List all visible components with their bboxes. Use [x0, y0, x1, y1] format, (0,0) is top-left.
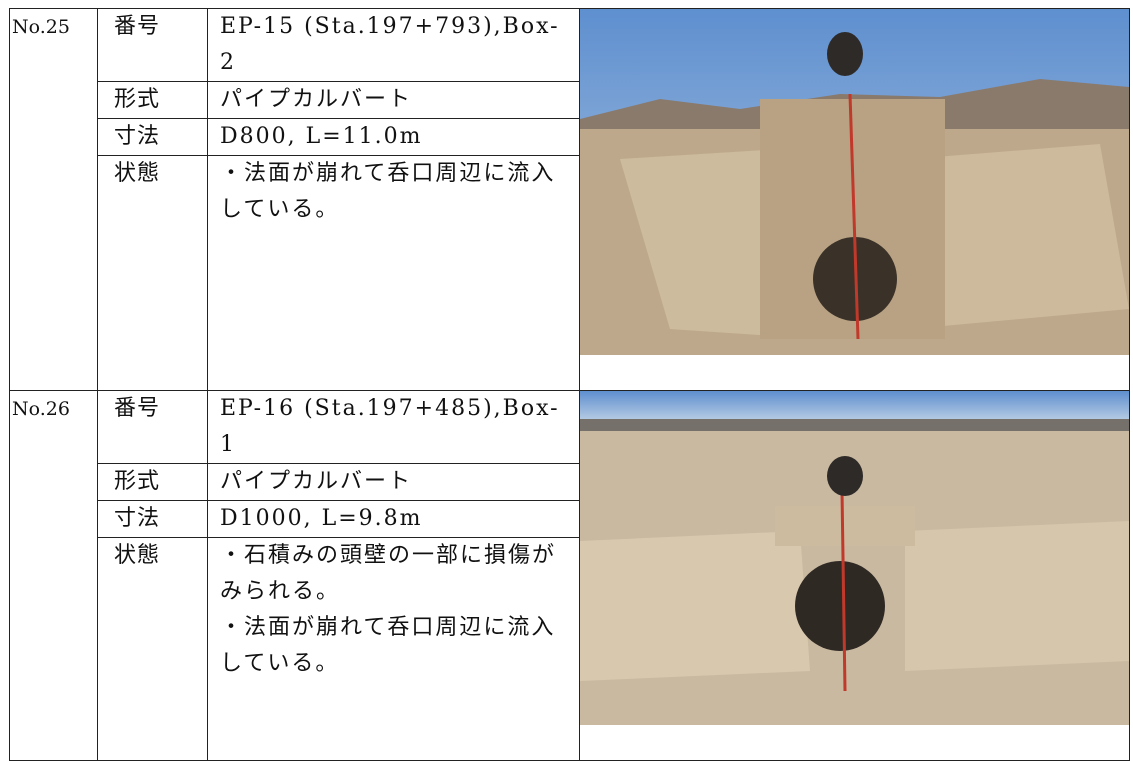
field-value: EP-15 (Sta.197+793),Box-2: [207, 8, 580, 82]
field-label: 番号: [97, 8, 208, 82]
field-label: 形式: [97, 81, 208, 119]
field-label: 形式: [97, 463, 208, 501]
field-value: ・石積みの頭壁の一部に損傷がみられる。 ・法面が崩れて呑口周辺に流入している。: [207, 537, 580, 761]
field-value: EP-16 (Sta.197+485),Box-1: [207, 390, 580, 464]
table-row: 形式 パイプカルバート: [10, 463, 1130, 501]
photo-cell: [579, 8, 1130, 391]
inspection-table: No.25 番号 EP-15 (Sta.197+793),Box-2 形式 パイプカルバ…: [9, 8, 1130, 761]
entry-number: No.26: [9, 390, 98, 761]
table-row: 寸法 D800, L=11.0m: [10, 118, 1130, 156]
status-item: ・法面が崩れて呑口周辺に流入している。: [220, 615, 556, 676]
field-label: 状態: [97, 155, 208, 391]
status-item: ・法面が崩れて呑口周辺に流入している。: [220, 161, 556, 222]
site-photo: [580, 391, 1129, 725]
field-value: パイプカルバート: [207, 463, 580, 501]
table-row: No.25 番号 EP-15 (Sta.197+793),Box-2: [9, 8, 1130, 391]
field-label: 寸法: [97, 118, 208, 156]
photo-cell: [579, 390, 1130, 761]
status-item: ・石積みの頭壁の一部に損傷がみられる。: [220, 543, 557, 604]
field-label: 番号: [97, 390, 208, 464]
table-row: 寸法 D1000, L=9.8m: [10, 500, 1130, 538]
field-value: D1000, L=9.8m: [207, 500, 580, 538]
entry-number: No.25: [9, 8, 98, 391]
page: {"entries": [ {"no": "No.25", "rows": [ …: [9, 8, 1130, 761]
table-row: 状態 ・法面が崩れて呑口周辺に流入している。: [10, 155, 1130, 391]
field-value: パイプカルバート: [207, 81, 580, 119]
table-row: No.26 番号 EP-16 (Sta.197+485),Box-1: [9, 390, 1130, 761]
field-label: 寸法: [97, 500, 208, 538]
field-value: D800, L=11.0m: [207, 118, 580, 156]
field-label: 状態: [97, 537, 208, 761]
site-photo: [580, 9, 1129, 355]
field-value: ・法面が崩れて呑口周辺に流入している。: [207, 155, 580, 391]
